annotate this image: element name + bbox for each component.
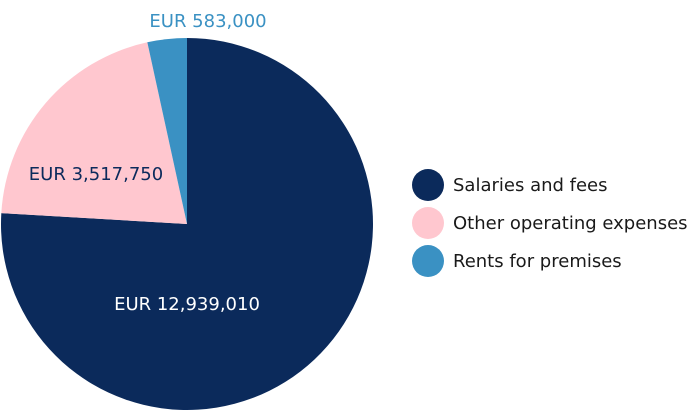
slice-value-label-1: EUR 12,939,010	[114, 294, 260, 315]
legend-swatch-1	[412, 169, 444, 201]
pie-slices	[0, 38, 373, 410]
legend-label-1: Salaries and fees	[453, 175, 608, 196]
pie-slice-1	[0, 38, 373, 410]
legend-swatch-3	[412, 245, 444, 277]
slice-value-label-2: EUR 3,517,750	[29, 164, 163, 185]
legend-label-2: Other operating expenses	[453, 213, 688, 234]
legend-label-3: Rents for premises	[453, 251, 622, 272]
slice-labels: EUR 12,939,010 EUR 3,517,750 EUR 583,000	[29, 11, 267, 315]
legend-swatch-2	[412, 207, 444, 239]
pie-slice-3	[147, 38, 187, 224]
pie-slice-2	[1, 42, 188, 224]
legend: Salaries and fees Other operating expense…	[412, 169, 688, 277]
slice-value-label-3: EUR 583,000	[149, 11, 266, 32]
